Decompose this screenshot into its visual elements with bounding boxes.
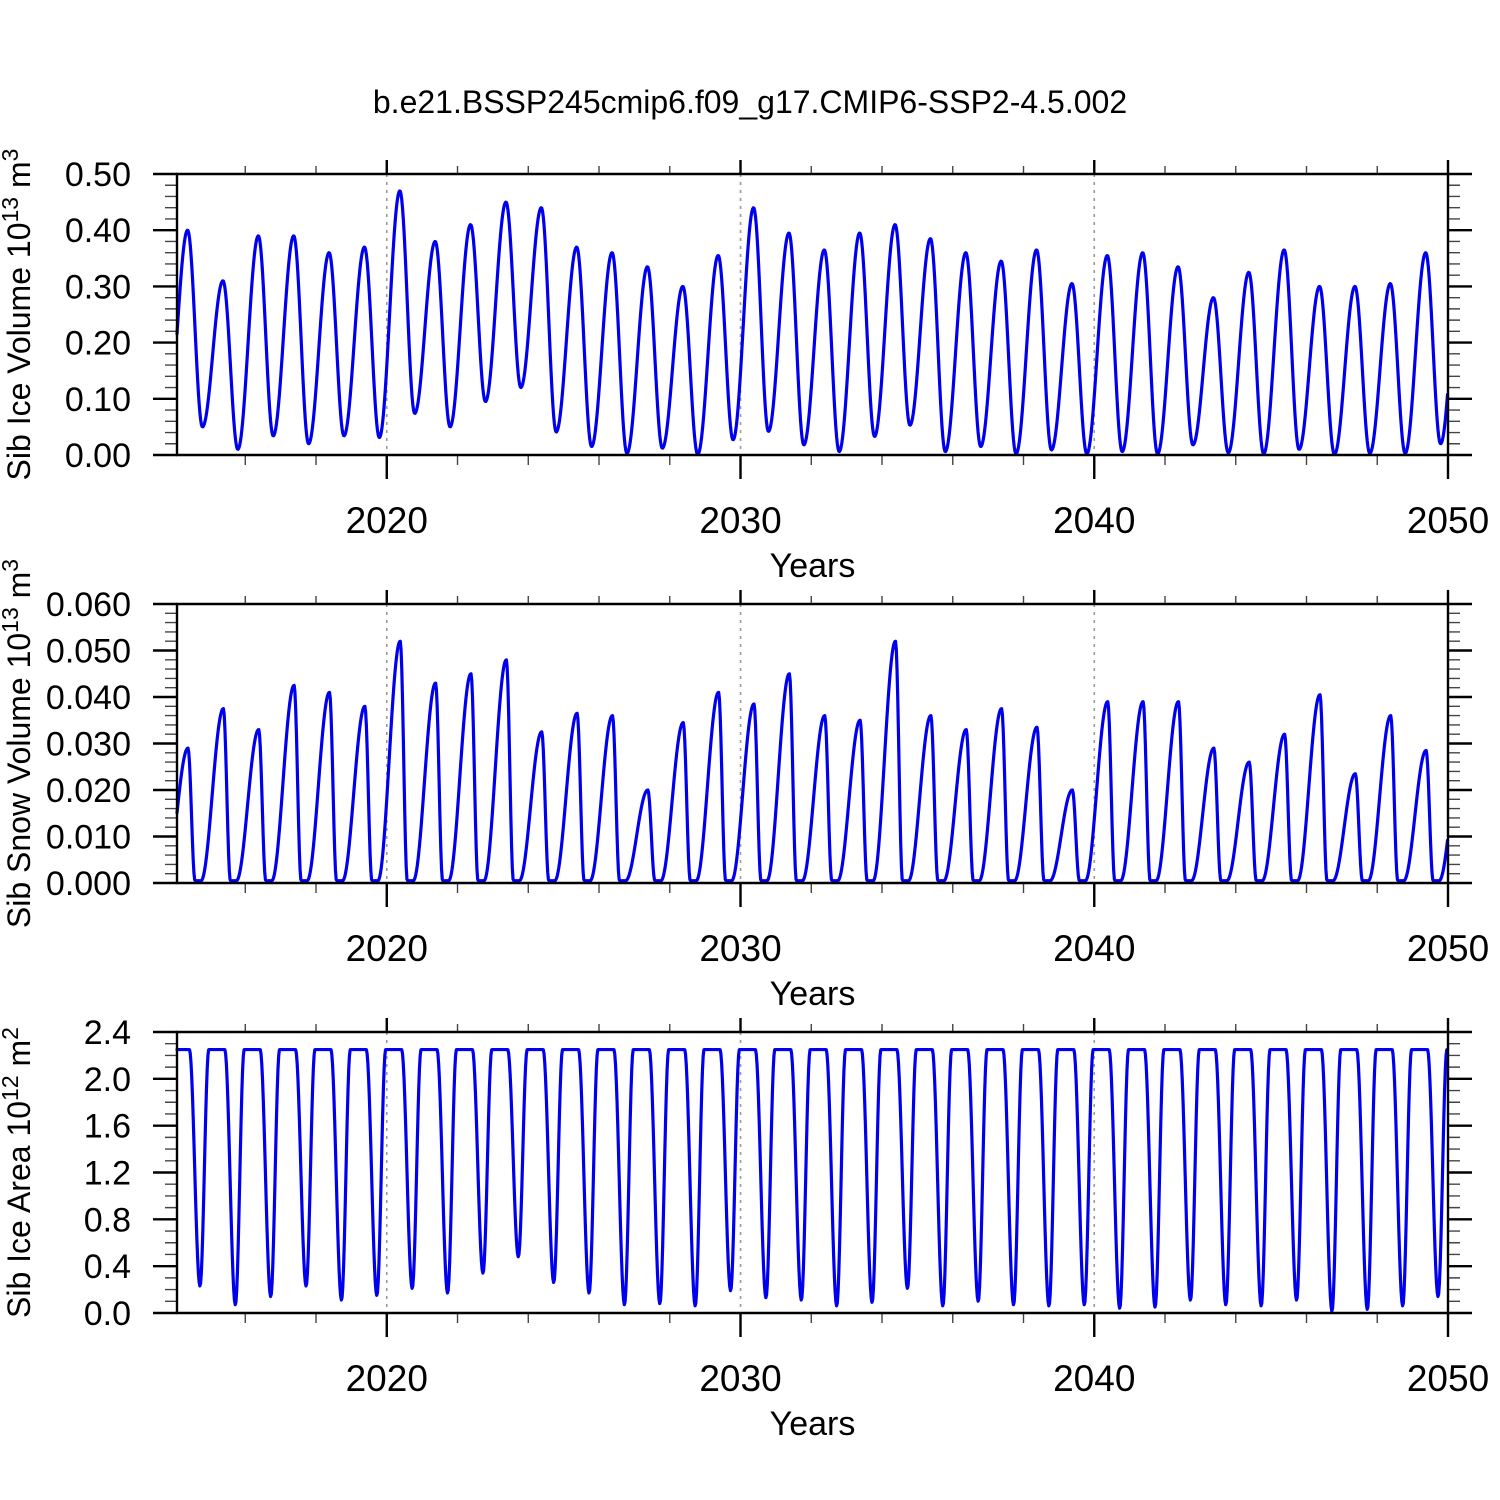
major-ticks — [153, 1018, 1472, 1337]
x-tick-label: 2030 — [699, 1358, 781, 1399]
y-tick-label: 1.6 — [84, 1108, 131, 1146]
series-line-sib-ice-area — [175, 1047, 1450, 1313]
plot-frame — [175, 172, 1450, 457]
y-tick-label: 0.8 — [84, 1201, 131, 1239]
axis-title-y: Sib Ice Area 1012 m2 — [0, 1027, 37, 1318]
panel-sib-snow-volume: 0.000 0.010 0.020 0.030 0.040 0.050 0.060 2020 2… — [0, 559, 1489, 1013]
y-tick-label: 0.000 — [46, 865, 131, 903]
panel-sib-ice-area: 0.0 0.4 0.8 1.2 1.6 2.0 2.4 2020 2030 2040 2050 Yea… — [0, 1014, 1489, 1443]
series-line-sib-snow-volume — [175, 639, 1450, 883]
plot-frame — [175, 602, 1450, 885]
x-tick-label: 2050 — [1407, 500, 1489, 541]
axis-title-y: Sib Ice Volume 1013 m3 — [0, 149, 37, 481]
x-tick-label: 2020 — [346, 928, 428, 969]
y-tick-label: 0.40 — [65, 212, 131, 250]
y-tick-label: 0.010 — [46, 819, 131, 857]
y-tick-label: 0.10 — [65, 381, 131, 419]
y-tick-label: 0.040 — [46, 679, 131, 717]
axis-title-x: Years — [770, 975, 856, 1013]
y-tick-label: 0.020 — [46, 772, 131, 810]
y-tick-label: 0.050 — [46, 633, 131, 671]
minor-ticks — [165, 596, 1460, 893]
y-tick-label: 0.0 — [84, 1295, 131, 1333]
y-tick-label: 0.030 — [46, 726, 131, 764]
x-tick-label: 2020 — [346, 1358, 428, 1399]
minor-ticks — [165, 1024, 1460, 1323]
plot-title: b.e21.BSSP245cmip6.f09_g17.CMIP6-SSP2-4.… — [372, 84, 1128, 120]
y-tick-label: 0.30 — [65, 268, 131, 306]
panel-sib-ice-volume: 0.00 0.10 0.20 0.30 0.40 0.50 2020 2030 2040 2050… — [0, 149, 1489, 585]
x-tick-label: 2030 — [699, 500, 781, 541]
minor-ticks — [165, 166, 1460, 465]
x-tick-label: 2050 — [1407, 1358, 1489, 1399]
axis-title-x: Years — [770, 1405, 856, 1443]
y-tick-label: 0.060 — [46, 586, 131, 624]
y-tick-label: 1.2 — [84, 1155, 131, 1193]
x-tick-label: 2050 — [1407, 928, 1489, 969]
axis-title-y: Sib Snow Volume 1013 m3 — [0, 559, 37, 928]
y-tick-label: 0.20 — [65, 325, 131, 363]
series-line-sib-ice-volume — [175, 189, 1450, 456]
major-ticks — [153, 160, 1472, 479]
major-ticks — [153, 590, 1472, 907]
plot-frame — [175, 1030, 1450, 1315]
y-tick-label: 0.50 — [65, 156, 131, 194]
x-tick-label: 2020 — [346, 500, 428, 541]
y-tick-label: 2.4 — [84, 1014, 131, 1052]
x-tick-label: 2040 — [1053, 928, 1135, 969]
x-tick-label: 2040 — [1053, 500, 1135, 541]
x-tick-label: 2040 — [1053, 1358, 1135, 1399]
y-tick-label: 0.4 — [84, 1248, 131, 1286]
axis-title-x: Years — [770, 547, 856, 585]
y-tick-label: 2.0 — [84, 1061, 131, 1099]
x-tick-label: 2030 — [699, 928, 781, 969]
y-tick-label: 0.00 — [65, 437, 131, 475]
